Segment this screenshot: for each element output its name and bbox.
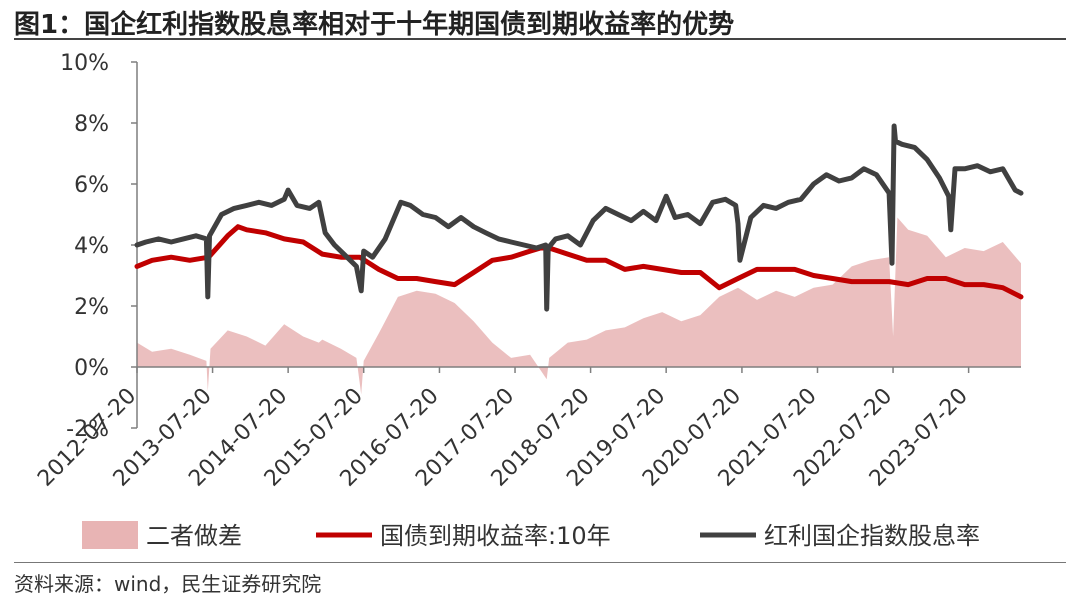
series-line-bond-yield (134, 224, 1024, 300)
axis-layer (131, 61, 1021, 429)
source-divider (14, 562, 1066, 563)
y-tick-label: 0% (74, 356, 109, 381)
legend-label-bond-yield: 国债到期收益率:10年 (380, 522, 611, 550)
legend-label-dividend-yield: 红利国企指数股息率 (764, 522, 980, 550)
title-divider (14, 38, 1066, 40)
y-tick-label: 4% (74, 234, 109, 259)
area-layer (137, 217, 1021, 395)
legend-label-difference: 二者做差 (146, 522, 242, 550)
series-area-difference (137, 217, 1021, 395)
y-tick-label: 2% (74, 295, 109, 320)
y-tick-label: -2% (66, 417, 109, 442)
chart-legend: 二者做差 国债到期收益率:10年 红利国企指数股息率 (82, 521, 980, 550)
tick-layer: 10%8%6%4%2%0%-2%2012-07-202013-07-202014… (33, 51, 973, 492)
y-tick-label: 8% (74, 112, 109, 137)
series-line-dividend-yield (134, 123, 1024, 312)
y-tick-label: 6% (74, 173, 109, 198)
figure-title: 图1：国企红利指数股息率相对于十年期国债到期收益率的优势 (14, 10, 735, 40)
chart-canvas: 10%8%6%4%2%0%-2%2012-07-202013-07-202014… (33, 51, 1024, 550)
y-tick-label: 10% (60, 51, 109, 76)
line-layer (134, 123, 1024, 312)
legend-swatch-difference (82, 521, 138, 549)
source-note: 资料来源：wind，民生证券研究院 (14, 572, 322, 596)
